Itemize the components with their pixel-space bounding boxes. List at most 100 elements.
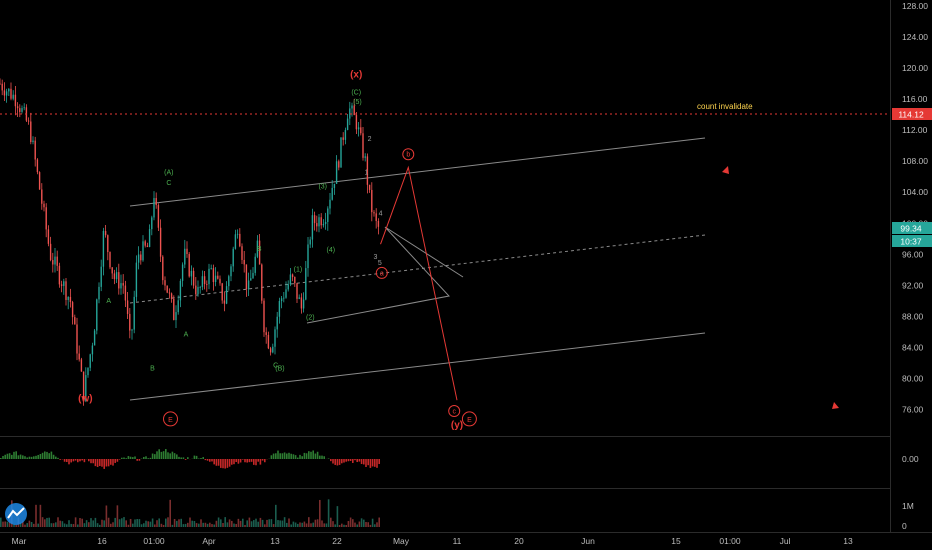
histogram-bar [255, 459, 257, 466]
histogram-bar [286, 453, 288, 459]
volume-bar [110, 523, 112, 527]
volume-bar [160, 523, 163, 527]
histogram-bar [180, 457, 182, 459]
candle-body [223, 300, 226, 304]
candle-body [344, 129, 347, 140]
projection-path [380, 165, 458, 401]
projection-point-label: c [452, 409, 456, 416]
histogram-bar [22, 455, 24, 459]
candle-body [184, 248, 186, 265]
wave-label: (5) [353, 99, 362, 106]
candle-body [122, 283, 124, 286]
volume-bar [169, 499, 171, 527]
histogram-bar [112, 459, 114, 466]
volume-bar [176, 520, 178, 527]
histogram-bar [35, 455, 37, 459]
volume-bar [336, 506, 339, 527]
histogram-bar [231, 459, 233, 465]
volume-bar [279, 520, 281, 527]
histogram-bar [127, 456, 130, 459]
candle-body [65, 281, 67, 300]
histogram-bar [165, 449, 167, 459]
volume-1m-tick: 1M [902, 501, 914, 511]
volume-bar [68, 520, 70, 527]
candle-body [190, 270, 193, 277]
candle-body [316, 223, 318, 227]
histogram-bar [30, 456, 33, 459]
candle-body [296, 283, 298, 299]
histogram-zero-tick: 0.00 [902, 454, 919, 464]
histogram-bar [248, 459, 251, 463]
volume-bar [215, 520, 218, 527]
volume-bar [123, 517, 125, 527]
histogram-bar [74, 459, 77, 461]
volume-bar [237, 518, 240, 527]
time-axis-tick: May [393, 536, 410, 546]
histogram-bar [171, 451, 174, 459]
volume-bar [81, 518, 83, 527]
candle-body [118, 272, 120, 289]
volume-bar [343, 524, 345, 527]
volume-bar [90, 518, 92, 527]
price-axis-tick: 120.00 [902, 63, 928, 73]
candle-body [45, 207, 47, 230]
candle-body [109, 251, 111, 268]
histogram-bar [224, 459, 226, 469]
volume-bar [349, 517, 352, 527]
candle-body [162, 256, 164, 281]
price-axis-tick: 88.00 [902, 311, 924, 321]
volume-bar [178, 519, 180, 527]
volume-bar [248, 517, 251, 527]
volume-bar [270, 519, 273, 527]
tradingview-logo-icon[interactable] [5, 503, 27, 525]
candle-body [107, 235, 109, 252]
histogram-bar [90, 459, 92, 464]
histogram-bar [187, 457, 189, 459]
candle-body [364, 156, 366, 158]
volume-bar [255, 518, 257, 527]
histogram-bar [149, 457, 152, 459]
volume-bar [145, 520, 147, 527]
histogram-bar [96, 459, 99, 468]
price-axis-tick: 128.00 [902, 1, 928, 11]
volume-bar [55, 522, 57, 527]
candle-body [245, 264, 248, 290]
volume-bar [158, 518, 160, 527]
histogram-bar [371, 459, 374, 467]
candle-body [21, 108, 23, 112]
candle-body [10, 88, 12, 99]
volume-bar [105, 505, 108, 527]
candle-body [71, 302, 74, 318]
volume-bar [213, 524, 215, 527]
volume-bar [191, 520, 193, 527]
candle-body [269, 348, 272, 353]
wave-label: 2 [368, 136, 372, 143]
histogram-bar [167, 452, 169, 459]
histogram-bar [121, 457, 123, 459]
candle-body [212, 268, 215, 282]
candle-body [16, 106, 19, 109]
candle-body [19, 108, 21, 112]
volume-bar [195, 523, 198, 527]
volume-bar [360, 518, 363, 527]
histogram-bar [147, 458, 149, 459]
histogram-bar [356, 459, 358, 463]
candle-body [140, 254, 142, 261]
count-invalidate-note: count invalidate [697, 102, 753, 111]
candle-body [197, 287, 199, 295]
wave-label-circle [461, 411, 477, 427]
volume-bar [235, 523, 237, 527]
histogram-bar [341, 459, 343, 464]
price-axis-tick: 104.00 [902, 187, 928, 197]
volume-bar [189, 517, 191, 527]
histogram-bar [160, 451, 163, 459]
volume-bar [39, 504, 42, 527]
time-axis-tick: Apr [202, 536, 215, 546]
candle-body [272, 346, 274, 353]
candle-body [342, 137, 344, 140]
volume-bar [101, 519, 103, 527]
level-price-label: 114.12 [898, 110, 924, 120]
candle-body [89, 354, 91, 368]
volume-bar [275, 504, 277, 527]
